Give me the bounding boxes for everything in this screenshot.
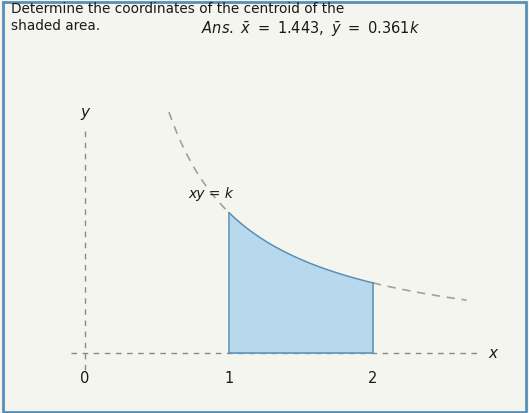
Text: $\mathit{Ans.}\ \bar{x}\ =\ 1.443,\ \bar{y}\ =\ 0.361k$: $\mathit{Ans.}\ \bar{x}\ =\ 1.443,\ \bar… [201, 20, 420, 39]
Text: 1: 1 [224, 371, 234, 387]
Text: Determine the coordinates of the centroid of the: Determine the coordinates of the centroi… [11, 2, 344, 16]
Text: y: y [80, 105, 89, 120]
Text: x: x [488, 346, 497, 361]
Text: 2: 2 [368, 371, 378, 387]
Text: 0: 0 [80, 371, 90, 387]
Text: shaded area.: shaded area. [11, 19, 99, 33]
Text: xy = k: xy = k [189, 188, 234, 202]
